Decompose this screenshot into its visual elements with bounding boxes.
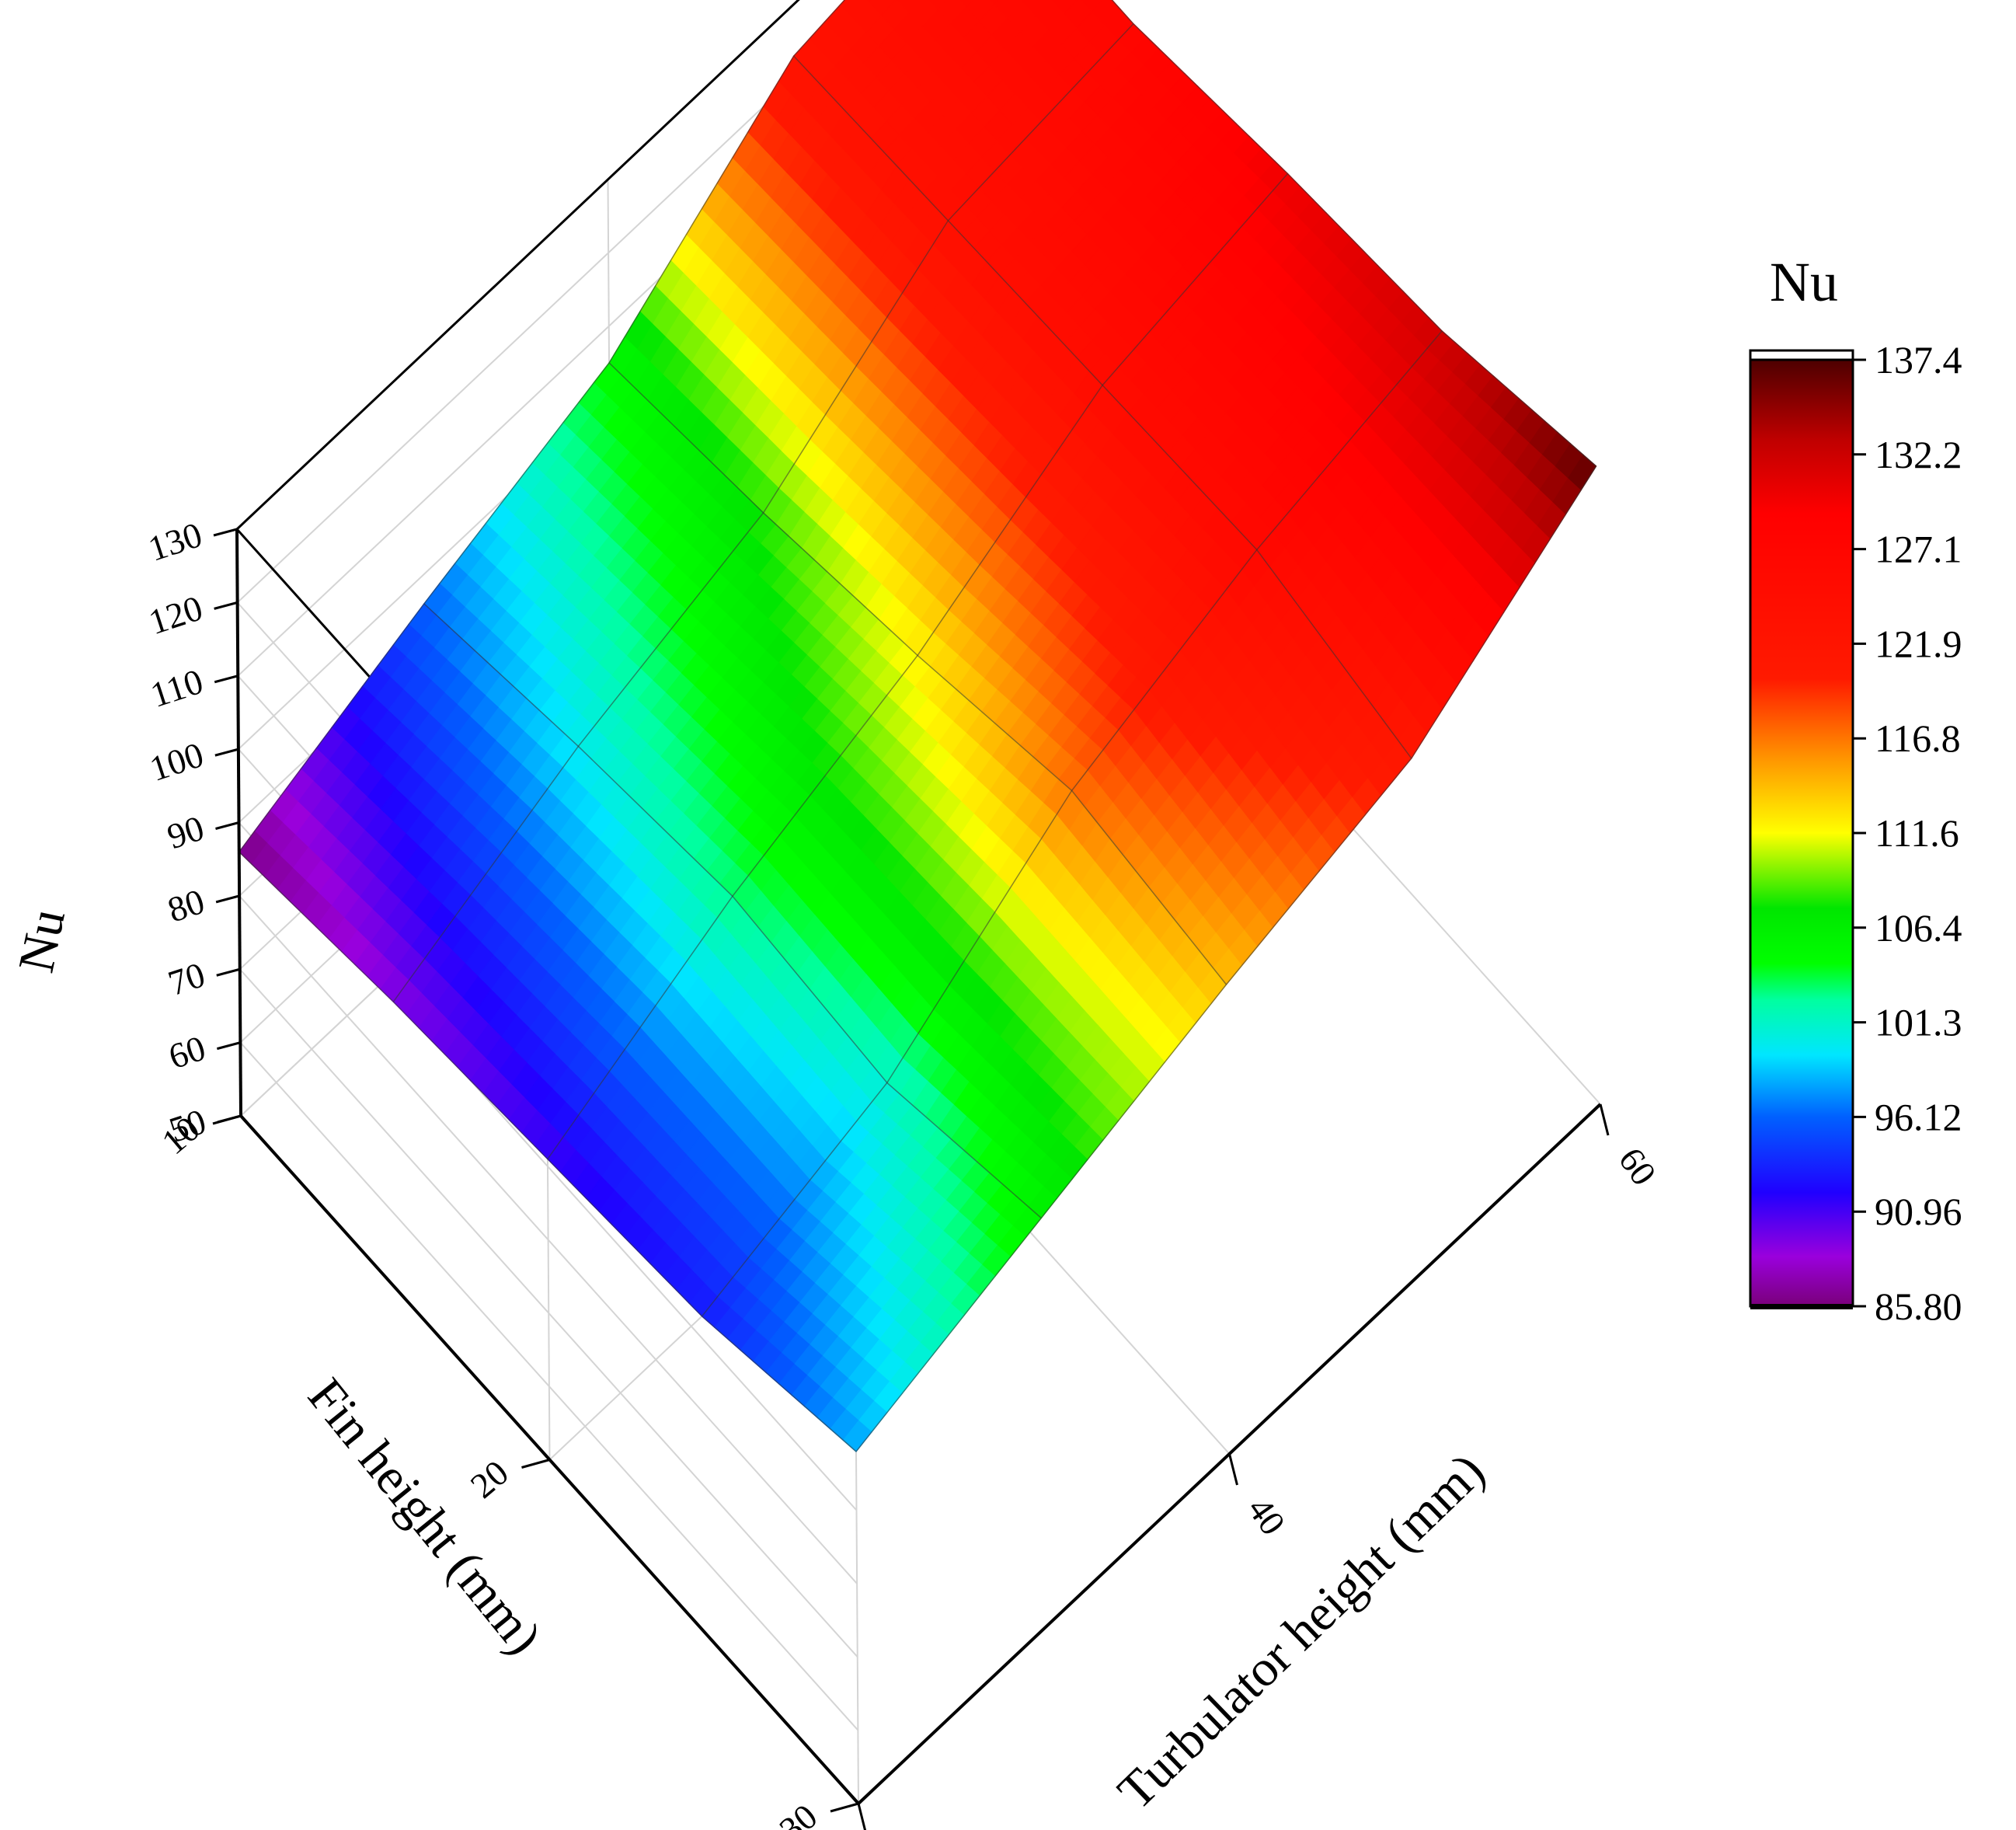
colorbar-tick-label: 96.12 [1875, 1095, 1962, 1138]
nu-tick-label: 130 [144, 514, 207, 569]
nu-tick-label: 80 [163, 881, 210, 930]
colorbar-tick-label: 121.9 [1875, 622, 1962, 665]
fin-height-tick-label: 30 [771, 1797, 824, 1830]
surface-mesh-line [239, 851, 857, 1452]
surface-mesh-line [1111, 0, 1597, 467]
colorbar-tick-label: 101.3 [1875, 1001, 1962, 1044]
nu-tick [216, 967, 241, 977]
turbulator-height-tick [1228, 1453, 1238, 1486]
colorbar-bottom-cap [1750, 1304, 1853, 1309]
nu-tick-label: 60 [164, 1028, 211, 1077]
surface-patch [989, 0, 1000, 5]
nu-tick [214, 674, 239, 684]
colorbar-tick-label: 90.96 [1875, 1190, 1962, 1233]
colorbar-ticks: 137.4 132.2 127.1 121.9 116.8 111.6 106.4 101.3… [1853, 338, 1962, 1328]
turbulator-height-tick [1599, 1103, 1610, 1136]
nu-tick-label: 110 [146, 661, 208, 715]
fin-height-tick-label: 20 [463, 1452, 516, 1506]
nu-tick [214, 601, 239, 610]
colorbar-tick-label: 116.8 [1875, 716, 1961, 760]
nu-tick-label: 70 [163, 954, 210, 1003]
y-axis-title: Fin height (mm) [297, 1368, 552, 1664]
colorbar-top-cap [1749, 349, 1854, 361]
surface-mesh-line [423, 603, 1042, 1219]
colorbar-tick-label: 85.80 [1875, 1284, 1962, 1328]
fin-height-tick [830, 1802, 859, 1813]
surface-mesh-line [793, 55, 1412, 759]
colorbar: Nu 137.4 132.2 127.1 121.9 116.8 111.6 106.4 10… [1749, 251, 1962, 1328]
colorbar-title: Nu [1770, 251, 1838, 313]
colorbar-tick-label: 127.1 [1875, 528, 1962, 571]
nu-tick [215, 821, 239, 830]
fin-height-tick [521, 1459, 550, 1469]
nu-tick-label: 120 [144, 587, 207, 642]
x-axis-title: Turbulator height (mm) [1107, 1442, 1495, 1820]
nu-tick [216, 1041, 241, 1051]
colorbar-tick-label: 106.4 [1875, 906, 1962, 950]
nu-tick [213, 528, 238, 537]
colorbar-bar [1749, 358, 1854, 1308]
nu-tick [214, 748, 239, 757]
nu-surface [239, 0, 1597, 1452]
nu-tick [215, 894, 240, 904]
nu-tick-label: 100 [145, 734, 208, 789]
nu-tick-label: 90 [162, 808, 209, 857]
colorbar-tick-label: 132.2 [1875, 433, 1962, 476]
z-axis-title: Nu [8, 904, 76, 977]
colorbar-tick-label: 111.6 [1875, 811, 1959, 855]
turbulator-height-tick-label: 60 [1611, 1140, 1664, 1192]
turbulator-height-tick-label: 40 [1240, 1490, 1293, 1542]
turbulator-height-tick [857, 1803, 867, 1830]
surface-mesh-line [608, 362, 1227, 985]
nu-tick [217, 1114, 242, 1124]
colorbar-tick-label: 137.4 [1875, 338, 1962, 382]
